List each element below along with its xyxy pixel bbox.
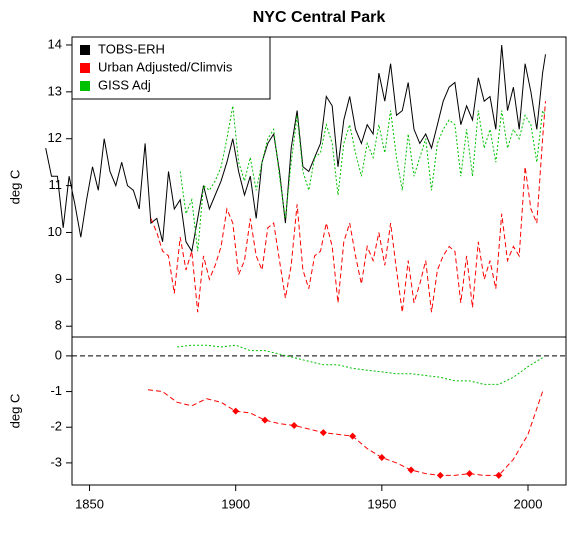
- y-tick-label: 8: [55, 318, 62, 333]
- legend-label: Urban Adjusted/Climvis: [98, 59, 233, 74]
- series-line: [179, 105, 546, 252]
- legend-box: [71, 36, 271, 100]
- point: [495, 471, 503, 479]
- y-tick-label: 9: [55, 271, 62, 286]
- x-tick-label: 1950: [367, 496, 396, 511]
- y-tick-label: 10: [48, 224, 62, 239]
- y-tick-label: -2: [50, 419, 62, 434]
- legend-label: GISS Adj: [98, 77, 151, 92]
- point: [436, 471, 444, 479]
- point: [261, 416, 269, 424]
- y-tick-label: -1: [50, 383, 62, 398]
- x-tick-label: 2000: [514, 496, 543, 511]
- y-tick-label: 13: [48, 83, 62, 98]
- x-tick-label: 1850: [75, 496, 104, 511]
- plot-frame: [71, 336, 567, 486]
- series-line: [45, 44, 546, 253]
- y-tick-label: 11: [49, 177, 63, 192]
- legend-swatch: [80, 45, 90, 55]
- y-tick-label: -3: [50, 454, 62, 469]
- legend-swatch: [80, 63, 90, 73]
- y-tick-label: 0: [55, 347, 62, 362]
- series-line: [147, 389, 544, 476]
- point: [378, 454, 386, 462]
- point: [407, 466, 415, 474]
- point: [466, 470, 474, 478]
- point: [232, 407, 240, 415]
- point: [319, 429, 327, 437]
- chart-title: NYC Central Park: [253, 9, 386, 26]
- x-tick-label: 1900: [221, 496, 250, 511]
- point: [349, 432, 357, 440]
- y-tick-label: 14: [48, 36, 62, 51]
- series-line: [150, 101, 546, 313]
- legend-swatch: [80, 81, 90, 91]
- y-axis-label: deg C: [7, 394, 22, 429]
- series-line: [177, 344, 543, 385]
- y-axis-label: deg C: [7, 170, 22, 205]
- y-tick-label: 12: [48, 130, 62, 145]
- legend-label: TOBS-ERH: [98, 41, 165, 56]
- point: [290, 421, 298, 429]
